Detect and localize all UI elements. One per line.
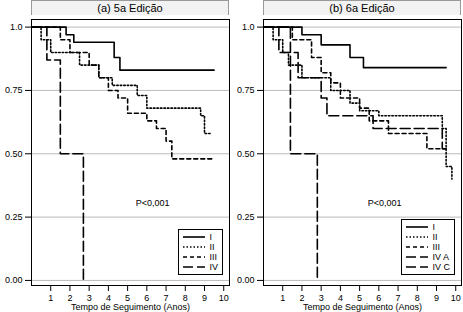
html-text:(b) 6a Edição: (b) 6a Edição bbox=[329, 2, 395, 14]
svg-text:2: 2 bbox=[299, 292, 305, 303]
html-text:III: III bbox=[209, 252, 217, 262]
html-text:IV A: IV A bbox=[432, 252, 449, 262]
html-text:IV: IV bbox=[209, 262, 218, 272]
svg-text:6: 6 bbox=[376, 292, 382, 303]
svg-text:3: 3 bbox=[86, 292, 92, 303]
html-text:II: II bbox=[432, 232, 438, 242]
svg-text:9: 9 bbox=[434, 293, 439, 303]
svg-text:10: 10 bbox=[451, 293, 461, 303]
html-text:I: I bbox=[432, 222, 435, 232]
svg-text:7: 7 bbox=[395, 292, 401, 303]
svg-text:5: 5 bbox=[357, 292, 363, 303]
svg-text:6: 6 bbox=[144, 292, 150, 303]
svg-text:1.0: 1.0 bbox=[242, 22, 255, 32]
svg-text:0.50: 0.50 bbox=[5, 149, 23, 159]
svg-text:8: 8 bbox=[182, 292, 188, 303]
svg-text:7: 7 bbox=[163, 292, 169, 303]
svg-text:8: 8 bbox=[414, 292, 420, 303]
svg-text:0.75: 0.75 bbox=[5, 85, 23, 95]
svg-text:P<0,001: P<0,001 bbox=[136, 198, 170, 208]
svg-text:0.25: 0.25 bbox=[5, 212, 23, 222]
svg-text:0.00: 0.00 bbox=[5, 275, 23, 285]
svg-text:0.50: 0.50 bbox=[237, 149, 255, 159]
svg-text:4: 4 bbox=[105, 292, 111, 303]
svg-text:4: 4 bbox=[337, 292, 343, 303]
svg-text:1.0: 1.0 bbox=[10, 22, 23, 32]
svg-text:Tempo de Seguimento (Anos): Tempo de Seguimento (Anos) bbox=[303, 302, 422, 312]
svg-text:10: 10 bbox=[219, 293, 229, 303]
html-text:II: II bbox=[209, 242, 215, 252]
svg-text:1: 1 bbox=[280, 293, 285, 303]
html-text:IV C: IV C bbox=[432, 262, 450, 272]
svg-text:9: 9 bbox=[202, 293, 207, 303]
svg-text:1: 1 bbox=[48, 293, 53, 303]
svg-text:3: 3 bbox=[318, 292, 324, 303]
svg-text:P<0,001: P<0,001 bbox=[368, 198, 402, 208]
svg-text:0.00: 0.00 bbox=[237, 275, 255, 285]
html-text:(a) 5a Edição: (a) 5a Edição bbox=[97, 2, 163, 14]
svg-text:Tempo de Seguimento (Anos): Tempo de Seguimento (Anos) bbox=[71, 302, 190, 312]
svg-text:5: 5 bbox=[125, 292, 131, 303]
svg-text:0.75: 0.75 bbox=[237, 85, 255, 95]
html-text:I: I bbox=[209, 232, 212, 242]
svg-text:2: 2 bbox=[67, 292, 73, 303]
svg-text:0.25: 0.25 bbox=[237, 212, 255, 222]
html-text:III: III bbox=[432, 242, 440, 252]
